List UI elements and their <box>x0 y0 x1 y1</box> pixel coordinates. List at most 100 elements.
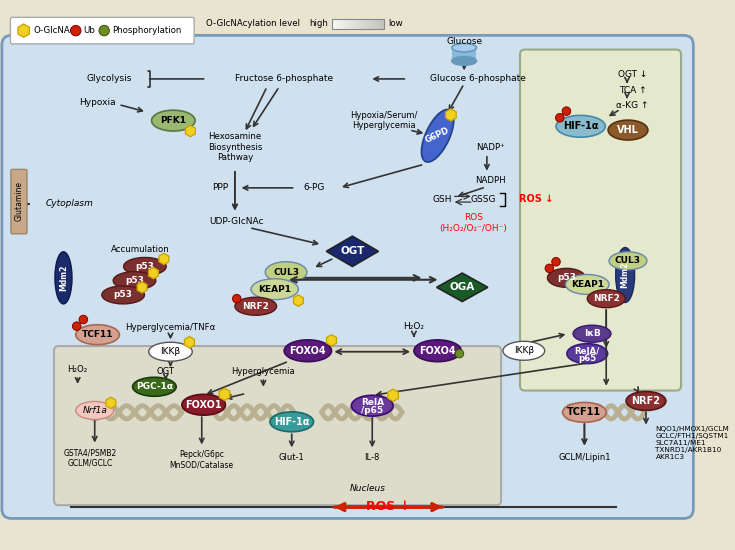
Bar <box>361 19 362 29</box>
Text: IKKβ: IKKβ <box>160 347 181 356</box>
Ellipse shape <box>626 392 666 410</box>
Text: p53: p53 <box>135 262 154 271</box>
Text: Cytoplasm: Cytoplasm <box>46 200 93 208</box>
Text: Glycolysis: Glycolysis <box>86 74 132 84</box>
Text: Mdm2: Mdm2 <box>620 262 630 288</box>
Bar <box>350 19 351 29</box>
Text: ROS ↓: ROS ↓ <box>519 194 553 204</box>
Text: VHL: VHL <box>617 125 639 135</box>
Ellipse shape <box>616 248 634 302</box>
Bar <box>345 19 347 29</box>
Text: PGC-1α: PGC-1α <box>136 382 173 391</box>
Text: KEAP1: KEAP1 <box>571 280 603 289</box>
Text: p53: p53 <box>557 273 576 282</box>
Ellipse shape <box>265 262 307 283</box>
Text: Hypoxia: Hypoxia <box>79 98 116 107</box>
Text: TCA ↑: TCA ↑ <box>619 86 647 95</box>
Bar <box>370 19 371 29</box>
Bar <box>355 19 356 29</box>
Polygon shape <box>106 397 115 409</box>
Polygon shape <box>437 273 488 301</box>
Bar <box>336 19 337 29</box>
Text: p65: p65 <box>578 354 596 363</box>
Text: GSSG: GSSG <box>470 195 496 204</box>
Bar <box>379 19 380 29</box>
Ellipse shape <box>148 342 193 361</box>
Text: GSTA4/PSMB2
GCLM/GCLC: GSTA4/PSMB2 GCLM/GCLC <box>63 448 117 467</box>
Text: PPP: PPP <box>212 183 228 192</box>
Ellipse shape <box>270 412 314 432</box>
Bar <box>351 19 352 29</box>
Bar <box>364 19 365 29</box>
Bar <box>347 19 348 29</box>
Text: Mdm2: Mdm2 <box>59 265 68 291</box>
Text: Hypoxia/Serum/
Hyperglycemia: Hypoxia/Serum/ Hyperglycemia <box>350 111 417 130</box>
Bar <box>348 19 350 29</box>
Ellipse shape <box>132 377 176 396</box>
Circle shape <box>232 294 241 303</box>
Ellipse shape <box>235 297 276 315</box>
FancyBboxPatch shape <box>2 35 693 519</box>
Text: OGT ↓: OGT ↓ <box>618 70 648 79</box>
Bar <box>339 19 340 29</box>
Text: RelA/: RelA/ <box>575 346 600 355</box>
Text: Phosphorylation: Phosphorylation <box>112 26 181 35</box>
Circle shape <box>552 257 560 266</box>
Text: NRF2: NRF2 <box>592 294 620 303</box>
Bar <box>342 19 343 29</box>
Polygon shape <box>445 109 456 121</box>
Text: Glutamine: Glutamine <box>15 181 24 221</box>
Circle shape <box>79 315 87 324</box>
FancyBboxPatch shape <box>10 18 194 44</box>
Text: IKKβ: IKKβ <box>514 346 534 355</box>
Text: Nrf1a: Nrf1a <box>82 406 107 415</box>
Text: Nucleus: Nucleus <box>350 483 386 493</box>
Polygon shape <box>185 125 196 137</box>
Ellipse shape <box>55 252 72 304</box>
Polygon shape <box>219 388 230 400</box>
Text: CUL3: CUL3 <box>615 256 641 265</box>
Ellipse shape <box>452 57 476 65</box>
Bar <box>373 19 374 29</box>
Ellipse shape <box>76 402 114 420</box>
Polygon shape <box>388 389 398 402</box>
Text: H₂O₂: H₂O₂ <box>404 322 424 331</box>
FancyBboxPatch shape <box>11 169 27 234</box>
Bar <box>374 19 375 29</box>
Ellipse shape <box>562 403 606 422</box>
Bar <box>371 19 372 29</box>
Ellipse shape <box>151 110 195 131</box>
Text: KEAP1: KEAP1 <box>258 285 291 294</box>
Text: Pepck/G6pc
MnSOD/Catalase: Pepck/G6pc MnSOD/Catalase <box>170 450 234 469</box>
Text: OGT: OGT <box>340 246 365 256</box>
Bar <box>357 19 358 29</box>
Text: NADP⁺: NADP⁺ <box>476 142 505 152</box>
Text: UDP-GlcNAc: UDP-GlcNAc <box>209 217 264 226</box>
Bar <box>337 19 338 29</box>
Text: p53: p53 <box>125 276 144 285</box>
Text: RelA: RelA <box>361 398 384 408</box>
Text: Hyperglycemia/TNFα: Hyperglycemia/TNFα <box>125 323 215 332</box>
Text: OGA: OGA <box>450 282 475 292</box>
Bar <box>375 19 376 29</box>
Bar <box>378 19 379 29</box>
Text: HIF-1α: HIF-1α <box>563 122 598 131</box>
Ellipse shape <box>567 344 608 364</box>
Text: H₂O₂: H₂O₂ <box>68 365 87 374</box>
Bar <box>377 19 378 29</box>
Bar <box>334 19 335 29</box>
Ellipse shape <box>182 394 226 415</box>
Ellipse shape <box>548 268 585 287</box>
Bar <box>343 19 344 29</box>
Bar <box>340 19 341 29</box>
FancyBboxPatch shape <box>520 50 681 390</box>
Ellipse shape <box>102 286 145 304</box>
Text: ROS
(H₂O₂/O₂⁻/OH⁻): ROS (H₂O₂/O₂⁻/OH⁻) <box>440 213 508 233</box>
Ellipse shape <box>251 279 298 300</box>
Bar <box>367 19 368 29</box>
Ellipse shape <box>452 43 476 52</box>
Circle shape <box>71 25 81 36</box>
Text: TCF11: TCF11 <box>82 330 113 339</box>
Text: NRF2: NRF2 <box>631 396 661 406</box>
Text: O-GlcNAcylation level: O-GlcNAcylation level <box>206 19 300 29</box>
